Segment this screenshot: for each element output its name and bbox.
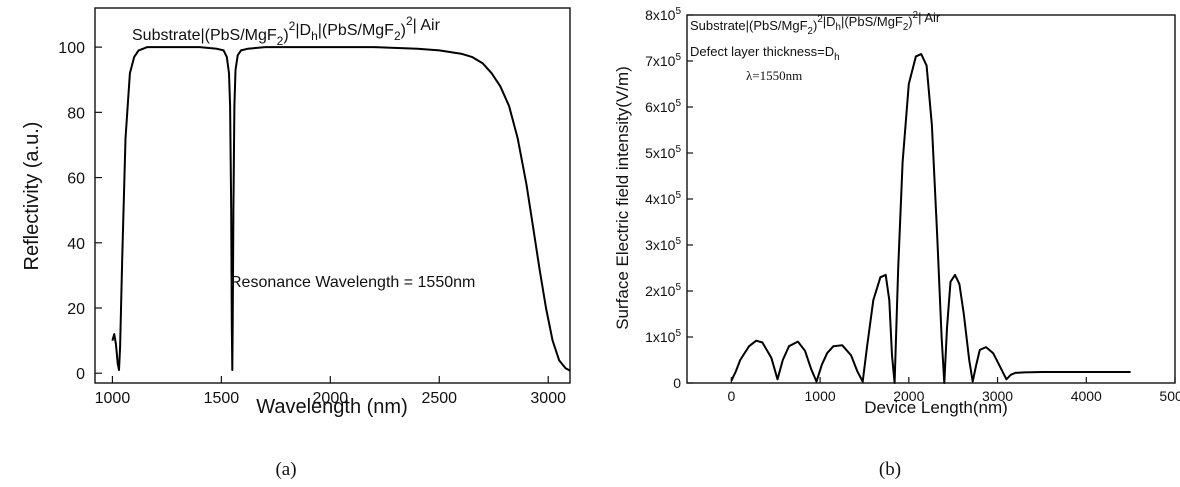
panel-b-x-ticks: 0 1000 2000 3000 4000 5000 <box>727 377 1180 404</box>
panel-b-y-tick-label: 6x105 <box>645 98 681 115</box>
panel-a-x-tick-label: 2000 <box>313 390 349 407</box>
panel-a-x-tick-label: 1500 <box>204 390 240 407</box>
panel-a-y-tick-label: 60 <box>67 171 85 188</box>
panel-b-y-tick-label: 0 <box>673 375 681 391</box>
panel-b-title: Substrate|(PbS/MgF2)2|Dh|(PbS/MgF2)2| Ai… <box>690 10 941 37</box>
panel-b-series-line <box>730 53 1131 384</box>
panel-b-x-tick-label: 2000 <box>893 388 924 404</box>
panel-b-subtitle: Defect layer thickness=Dh <box>690 44 840 63</box>
panel-a-label: (a) <box>275 459 296 480</box>
panel-b-x-tick-label: 4000 <box>1071 388 1102 404</box>
panel-b-x-tick-label: 3000 <box>982 388 1013 404</box>
panel-b-y-tick-label: 4x105 <box>645 190 681 207</box>
panel-b-y-tick-label: 3x105 <box>645 236 681 253</box>
panel-b-y-tick-label: 1x105 <box>645 328 681 345</box>
panel-b-y-tick-label: 5x105 <box>645 144 681 161</box>
panel-b-y-tick-label: 2x105 <box>645 282 681 299</box>
panel-a-chart: 0 20 40 60 80 100 1000 1500 2000 2500 3000 Substr… <box>21 7 571 480</box>
panel-a-y-tick-label: 40 <box>67 236 85 253</box>
panel-b-x-tick-label: 5000 <box>1159 388 1180 404</box>
panel-a-y-tick-label: 20 <box>67 301 85 318</box>
panel-a-y-tick-label: 100 <box>58 40 85 57</box>
panel-a-x-tick-label: 2500 <box>421 390 457 407</box>
panel-a-plot-frame <box>94 7 571 384</box>
panel-a-x-axis-label: Wavelength (nm) <box>256 396 408 418</box>
panel-b-y-axis-label: Surface Electric field intensity(V/m) <box>613 66 632 330</box>
panel-a-y-tick-label: 80 <box>67 105 85 122</box>
panel-a-series-line <box>111 46 571 372</box>
panel-a-annotation: Resonance Wavelength = 1550nm <box>230 274 475 291</box>
panel-a-y-axis-label: Reflectivity (a.u.) <box>21 122 43 271</box>
panel-b-chart: 0 1x105 2x105 3x105 4x105 5x105 6x105 7x105 8x10… <box>613 6 1180 480</box>
panel-b-y-ticks: 0 1x105 2x105 3x105 4x105 5x105 6x105 7x105 8x10… <box>645 6 693 391</box>
panel-b-x-tick-label: 0 <box>727 388 735 404</box>
panel-b-annotation: λ=1550nm <box>746 68 802 83</box>
panel-b-y-tick-label: 7x105 <box>645 52 681 69</box>
panel-b-x-axis-label: Device Length(nm) <box>864 398 1008 417</box>
panel-b-label: (b) <box>879 459 901 480</box>
panel-b-y-tick-label: 8x105 <box>645 6 681 23</box>
panel-a-x-tick-label: 1000 <box>95 390 131 407</box>
panel-a-x-ticks: 1000 1500 2000 2500 3000 <box>95 376 566 407</box>
panel-a-x-tick-label: 3000 <box>530 390 566 407</box>
panel-a-title: Substrate|(PbS/MgF2)2|Dh|(PbS/MgF2)2| Ai… <box>132 14 441 48</box>
panel-a-y-tick-label: 0 <box>76 366 85 383</box>
panel-a-y-ticks: 0 20 40 60 80 100 <box>58 40 102 383</box>
panel-b-x-tick-label: 1000 <box>805 388 836 404</box>
